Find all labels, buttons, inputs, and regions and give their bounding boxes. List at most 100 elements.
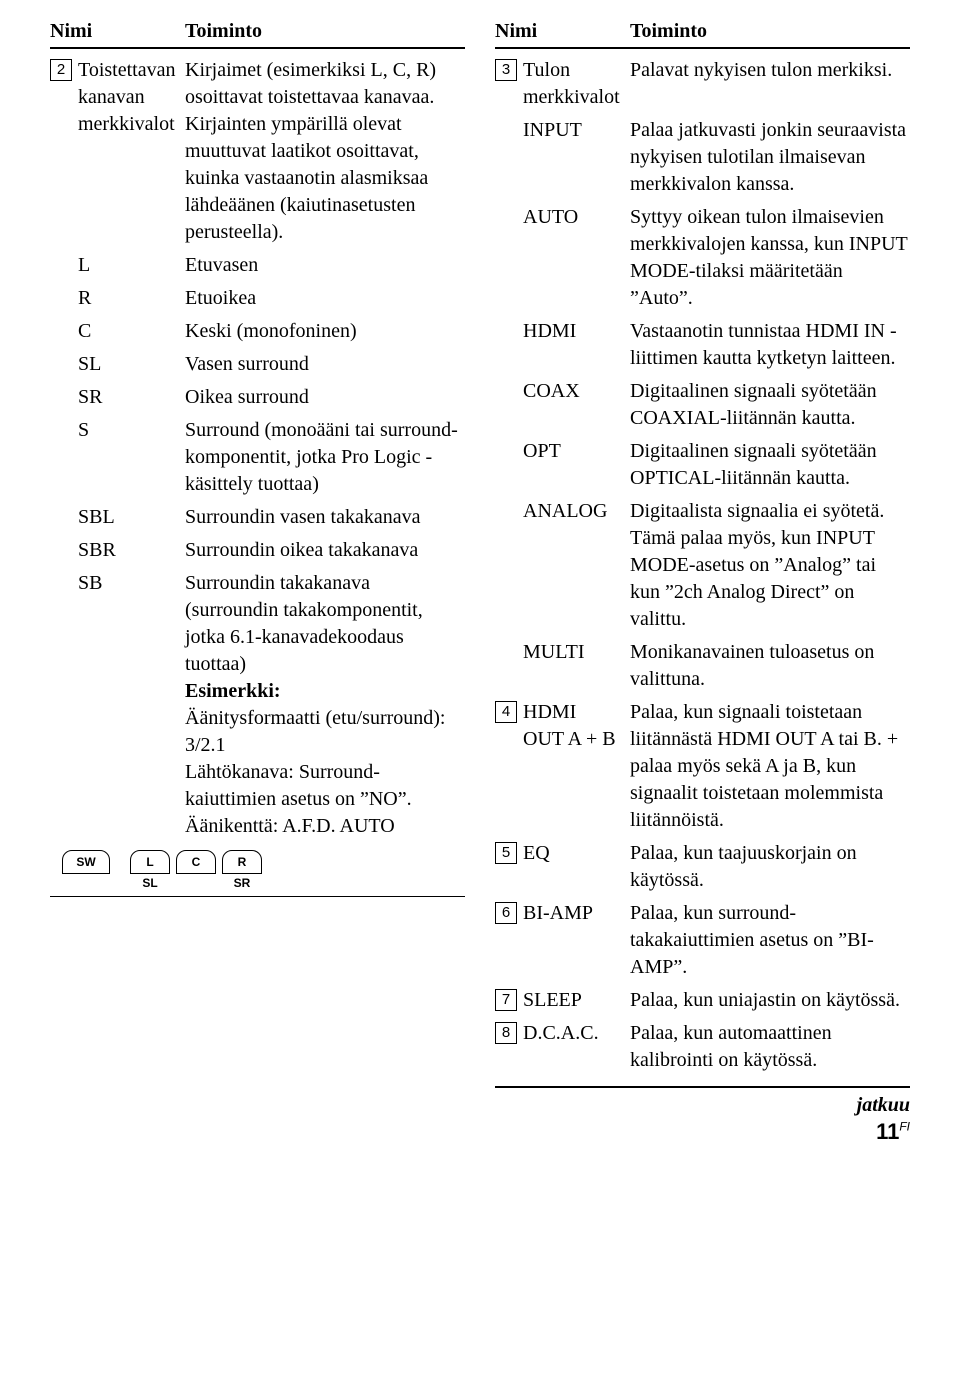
name-text: HDMI OUT A + B (523, 699, 622, 753)
left-table-header: Nimi Toiminto (50, 20, 465, 49)
name-cell: 6 BI-AMP (495, 900, 630, 981)
speaker-box: R (222, 850, 262, 874)
two-column-layout: Nimi Toiminto 2Toistettavan kanavan merk… (50, 20, 910, 1145)
function-cell: Palavat nykyisen tulon merkiksi. (630, 57, 910, 111)
page-lang: FI (899, 1120, 910, 1134)
left-table-bottom-rule (50, 896, 465, 897)
function-cell: Digitaalinen signaali syötetään COAXIAL-… (630, 378, 910, 432)
name-text: SR (78, 384, 102, 411)
function-cell: Palaa jatkuvasti jonkin seuraavista nyky… (630, 117, 910, 198)
right-bottom-rule (495, 1086, 910, 1088)
name-text: HDMI (523, 318, 576, 345)
name-cell: 8 D.C.A.C. (495, 1020, 630, 1074)
speaker-sw: SW (62, 850, 110, 874)
function-cell: Surroundin vasen takakanava (185, 504, 465, 531)
table-row: HDMI Vastaanotin tunnistaa HDMI IN -liitt… (495, 318, 910, 372)
speaker-box: C (176, 850, 216, 874)
name-cell: INPUT (495, 117, 630, 198)
name-cell: 2Toistettavan kanavan merkkivalot (50, 57, 185, 246)
name-text: INPUT (523, 117, 582, 144)
table-row: S Surround (monoääni tai surround-kompone… (50, 417, 465, 498)
name-cell: 5EQ (495, 840, 630, 894)
name-cell: SR (50, 384, 185, 411)
table-row: CKeski (monofoninen) (50, 318, 465, 345)
name-cell: 7 SLEEP (495, 987, 630, 1014)
function-cell: Monikanavainen tuloasetus on valittuna. (630, 639, 910, 693)
table-row: 5EQPalaa, kun taajuuskorjain on käytössä… (495, 840, 910, 894)
name-text: AUTO (523, 204, 578, 231)
callout-number: 4 (495, 701, 517, 723)
page-number-value: 11 (876, 1119, 899, 1144)
table-row: 8D.C.A.C.Palaa, kun automaattinen kalibr… (495, 1020, 910, 1074)
name-text: S (78, 417, 89, 444)
name-text: L (78, 252, 90, 279)
function-cell: Surround (monoääni tai surround-komponen… (185, 417, 465, 498)
name-cell: SBR (50, 537, 185, 564)
name-text: SLEEP (523, 987, 582, 1014)
right-table: Nimi Toiminto 3Tulon merkkivalotPalavat … (495, 20, 910, 1074)
function-cell: Palaa, kun surround-takakaiuttimien aset… (630, 900, 910, 981)
name-cell: 3 Tulon merkkivalot (495, 57, 630, 111)
function-cell: Surroundin oikea takakanava (185, 537, 465, 564)
callout-number: 7 (495, 989, 517, 1011)
left-table: Nimi Toiminto 2Toistettavan kanavan merk… (50, 20, 465, 897)
table-row: MULTIMonikanavainen tuloasetus on valitt… (495, 639, 910, 693)
callout-number: 6 (495, 902, 517, 924)
table-row: 4 HDMI OUT A + BPalaa, kun signaali toist… (495, 699, 910, 834)
document-page: Nimi Toiminto 2Toistettavan kanavan merk… (0, 0, 960, 1175)
function-cell: Vastaanotin tunnistaa HDMI IN -liittimen… (630, 318, 910, 372)
table-row: AUTO Syttyy oikean tulon ilmaisevien merk… (495, 204, 910, 312)
name-cell: 4 HDMI OUT A + B (495, 699, 630, 834)
right-column: Nimi Toiminto 3Tulon merkkivalotPalavat … (495, 20, 910, 1145)
function-cell: Etuoikea (185, 285, 465, 312)
function-cell: Digitaalista signaalia ei syötetä. Tämä … (630, 498, 910, 633)
speaker-box: SW (62, 850, 110, 874)
name-cell: ANALOG (495, 498, 630, 633)
name-text: ANALOG (523, 498, 607, 525)
name-text: COAX (523, 378, 580, 405)
page-number: 11FI (495, 1119, 910, 1145)
function-cell: Digitaalinen signaali syötetään OPTICAL-… (630, 438, 910, 492)
name-cell: S (50, 417, 185, 498)
name-text: BI-AMP (523, 900, 593, 927)
name-text: D.C.A.C. (523, 1020, 599, 1047)
name-text: SL (78, 351, 101, 378)
function-cell: Palaa, kun taajuuskorjain on käytössä. (630, 840, 910, 894)
function-cell: Etuvasen (185, 252, 465, 279)
function-cell: Palaa, kun signaali toistetaan liitännäs… (630, 699, 910, 834)
header-name: Nimi (50, 20, 185, 43)
callout-number: 8 (495, 1022, 517, 1044)
table-row: INPUT Palaa jatkuvasti jonkin seuraavista… (495, 117, 910, 198)
callout-number: 2 (50, 59, 72, 81)
function-cell: Palaa, kun uniajastin on käytössä. (630, 987, 910, 1014)
name-cell: AUTO (495, 204, 630, 312)
speaker-label: SL (142, 876, 157, 890)
table-row: SB Surroundin takakanava (surroundin taka… (50, 570, 465, 840)
page-footer: jatkuu (495, 1094, 910, 1117)
callout-number: 3 (495, 59, 517, 81)
name-cell: L (50, 252, 185, 279)
table-row: OPTDigitaalinen signaali syötetään OPTIC… (495, 438, 910, 492)
name-cell: HDMI (495, 318, 630, 372)
function-cell: Kirjaimet (esimerkiksi L, C, R) osoittav… (185, 57, 465, 246)
name-cell: SBL (50, 504, 185, 531)
name-text: SB (78, 570, 102, 597)
table-row: SBR Surroundin oikea takakanava (50, 537, 465, 564)
function-cell: Keski (monofoninen) (185, 318, 465, 345)
name-text: SBL (78, 504, 115, 531)
table-row: R Etuoikea (50, 285, 465, 312)
name-text: Tulon merkkivalot (523, 57, 622, 111)
function-cell: Syttyy oikean tulon ilmaisevien merkkiva… (630, 204, 910, 312)
function-cell: Surroundin takakanava (surroundin takako… (185, 570, 465, 840)
speaker-c: C (176, 850, 216, 874)
speaker-diagram: SW L SL C R SR (62, 850, 465, 890)
name-text: SBR (78, 537, 116, 564)
speaker-label: SR (234, 876, 251, 890)
table-row: COAX Digitaalinen signaali syötetään COAX… (495, 378, 910, 432)
table-row: 3 Tulon merkkivalotPalavat nykyisen tulon… (495, 57, 910, 111)
callout-number: 5 (495, 842, 517, 864)
header-name: Nimi (495, 20, 630, 43)
name-cell: C (50, 318, 185, 345)
table-row: 6 BI-AMP Palaa, kun surround-takakaiuttimi… (495, 900, 910, 981)
name-text: R (78, 285, 91, 312)
